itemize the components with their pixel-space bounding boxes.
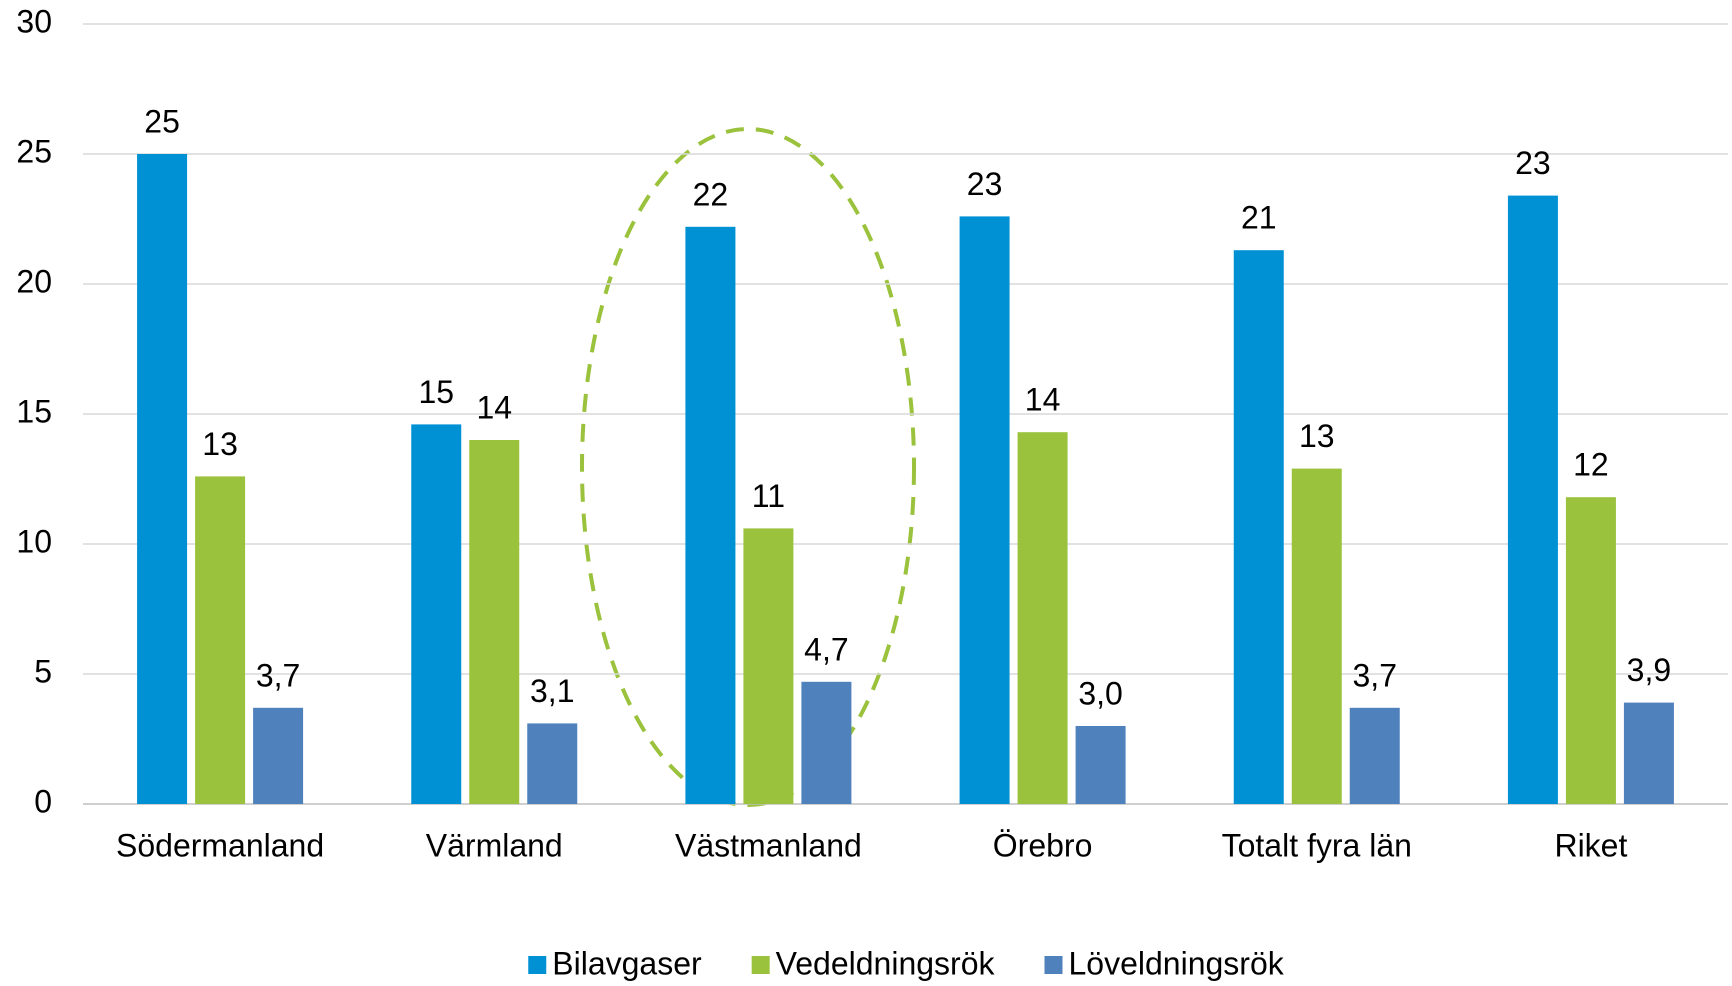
y-tick-label: 10 bbox=[16, 523, 52, 559]
bar bbox=[1233, 250, 1284, 804]
bar bbox=[1075, 726, 1126, 804]
bar bbox=[1623, 702, 1674, 804]
bar bbox=[1565, 497, 1616, 804]
bar bbox=[685, 226, 736, 805]
value-label: 12 bbox=[1573, 447, 1609, 483]
legend-label: Vedeldningsrök bbox=[776, 945, 996, 981]
y-tick-label: 5 bbox=[34, 653, 52, 689]
value-label: 13 bbox=[1299, 418, 1335, 454]
value-label: 3,9 bbox=[1627, 652, 1671, 688]
bar bbox=[253, 707, 304, 804]
value-label: 4,7 bbox=[804, 631, 848, 667]
bar bbox=[1291, 468, 1342, 804]
bar bbox=[411, 424, 462, 804]
x-tick-label: Örebro bbox=[993, 827, 1093, 863]
bar bbox=[195, 476, 246, 804]
value-label: 23 bbox=[1515, 145, 1551, 181]
bar bbox=[1017, 432, 1068, 804]
legend-label: Löveldningsrök bbox=[1068, 945, 1284, 981]
value-label: 3,7 bbox=[256, 657, 300, 693]
legend-label: Bilavgaser bbox=[552, 945, 702, 981]
legend-swatch bbox=[1044, 956, 1063, 974]
y-tick-label: 15 bbox=[16, 393, 52, 429]
value-label: 21 bbox=[1241, 200, 1277, 236]
value-label: 25 bbox=[144, 103, 180, 139]
value-label: 15 bbox=[418, 374, 454, 410]
value-label: 23 bbox=[967, 166, 1003, 202]
value-label: 3,0 bbox=[1078, 675, 1122, 711]
bar bbox=[743, 528, 794, 804]
y-tick-label: 0 bbox=[34, 783, 52, 819]
x-tick-label: Totalt fyra län bbox=[1222, 827, 1412, 863]
bar bbox=[1349, 707, 1400, 804]
value-label: 14 bbox=[476, 389, 512, 425]
bar bbox=[801, 681, 852, 804]
value-label: 3,7 bbox=[1353, 657, 1397, 693]
value-label: 22 bbox=[693, 176, 729, 212]
bar bbox=[527, 723, 578, 804]
y-tick-label: 30 bbox=[16, 3, 52, 39]
x-tick-label: Riket bbox=[1554, 827, 1627, 863]
value-label: 14 bbox=[1025, 382, 1061, 418]
y-tick-label: 25 bbox=[16, 133, 52, 169]
highlight-ellipse bbox=[580, 127, 916, 807]
value-label: 11 bbox=[752, 478, 785, 514]
x-tick-label: Västmanland bbox=[675, 827, 862, 863]
legend-swatch bbox=[528, 956, 547, 974]
bar bbox=[137, 154, 188, 804]
value-label: 3,1 bbox=[530, 673, 574, 709]
x-tick-label: Södermanland bbox=[116, 827, 324, 863]
bar bbox=[959, 216, 1010, 804]
y-tick-label: 20 bbox=[16, 263, 52, 299]
bar bbox=[469, 440, 520, 804]
legend-swatch bbox=[751, 956, 770, 974]
value-label: 13 bbox=[202, 426, 238, 462]
x-tick-label: Värmland bbox=[426, 827, 563, 863]
bar bbox=[1507, 195, 1558, 805]
